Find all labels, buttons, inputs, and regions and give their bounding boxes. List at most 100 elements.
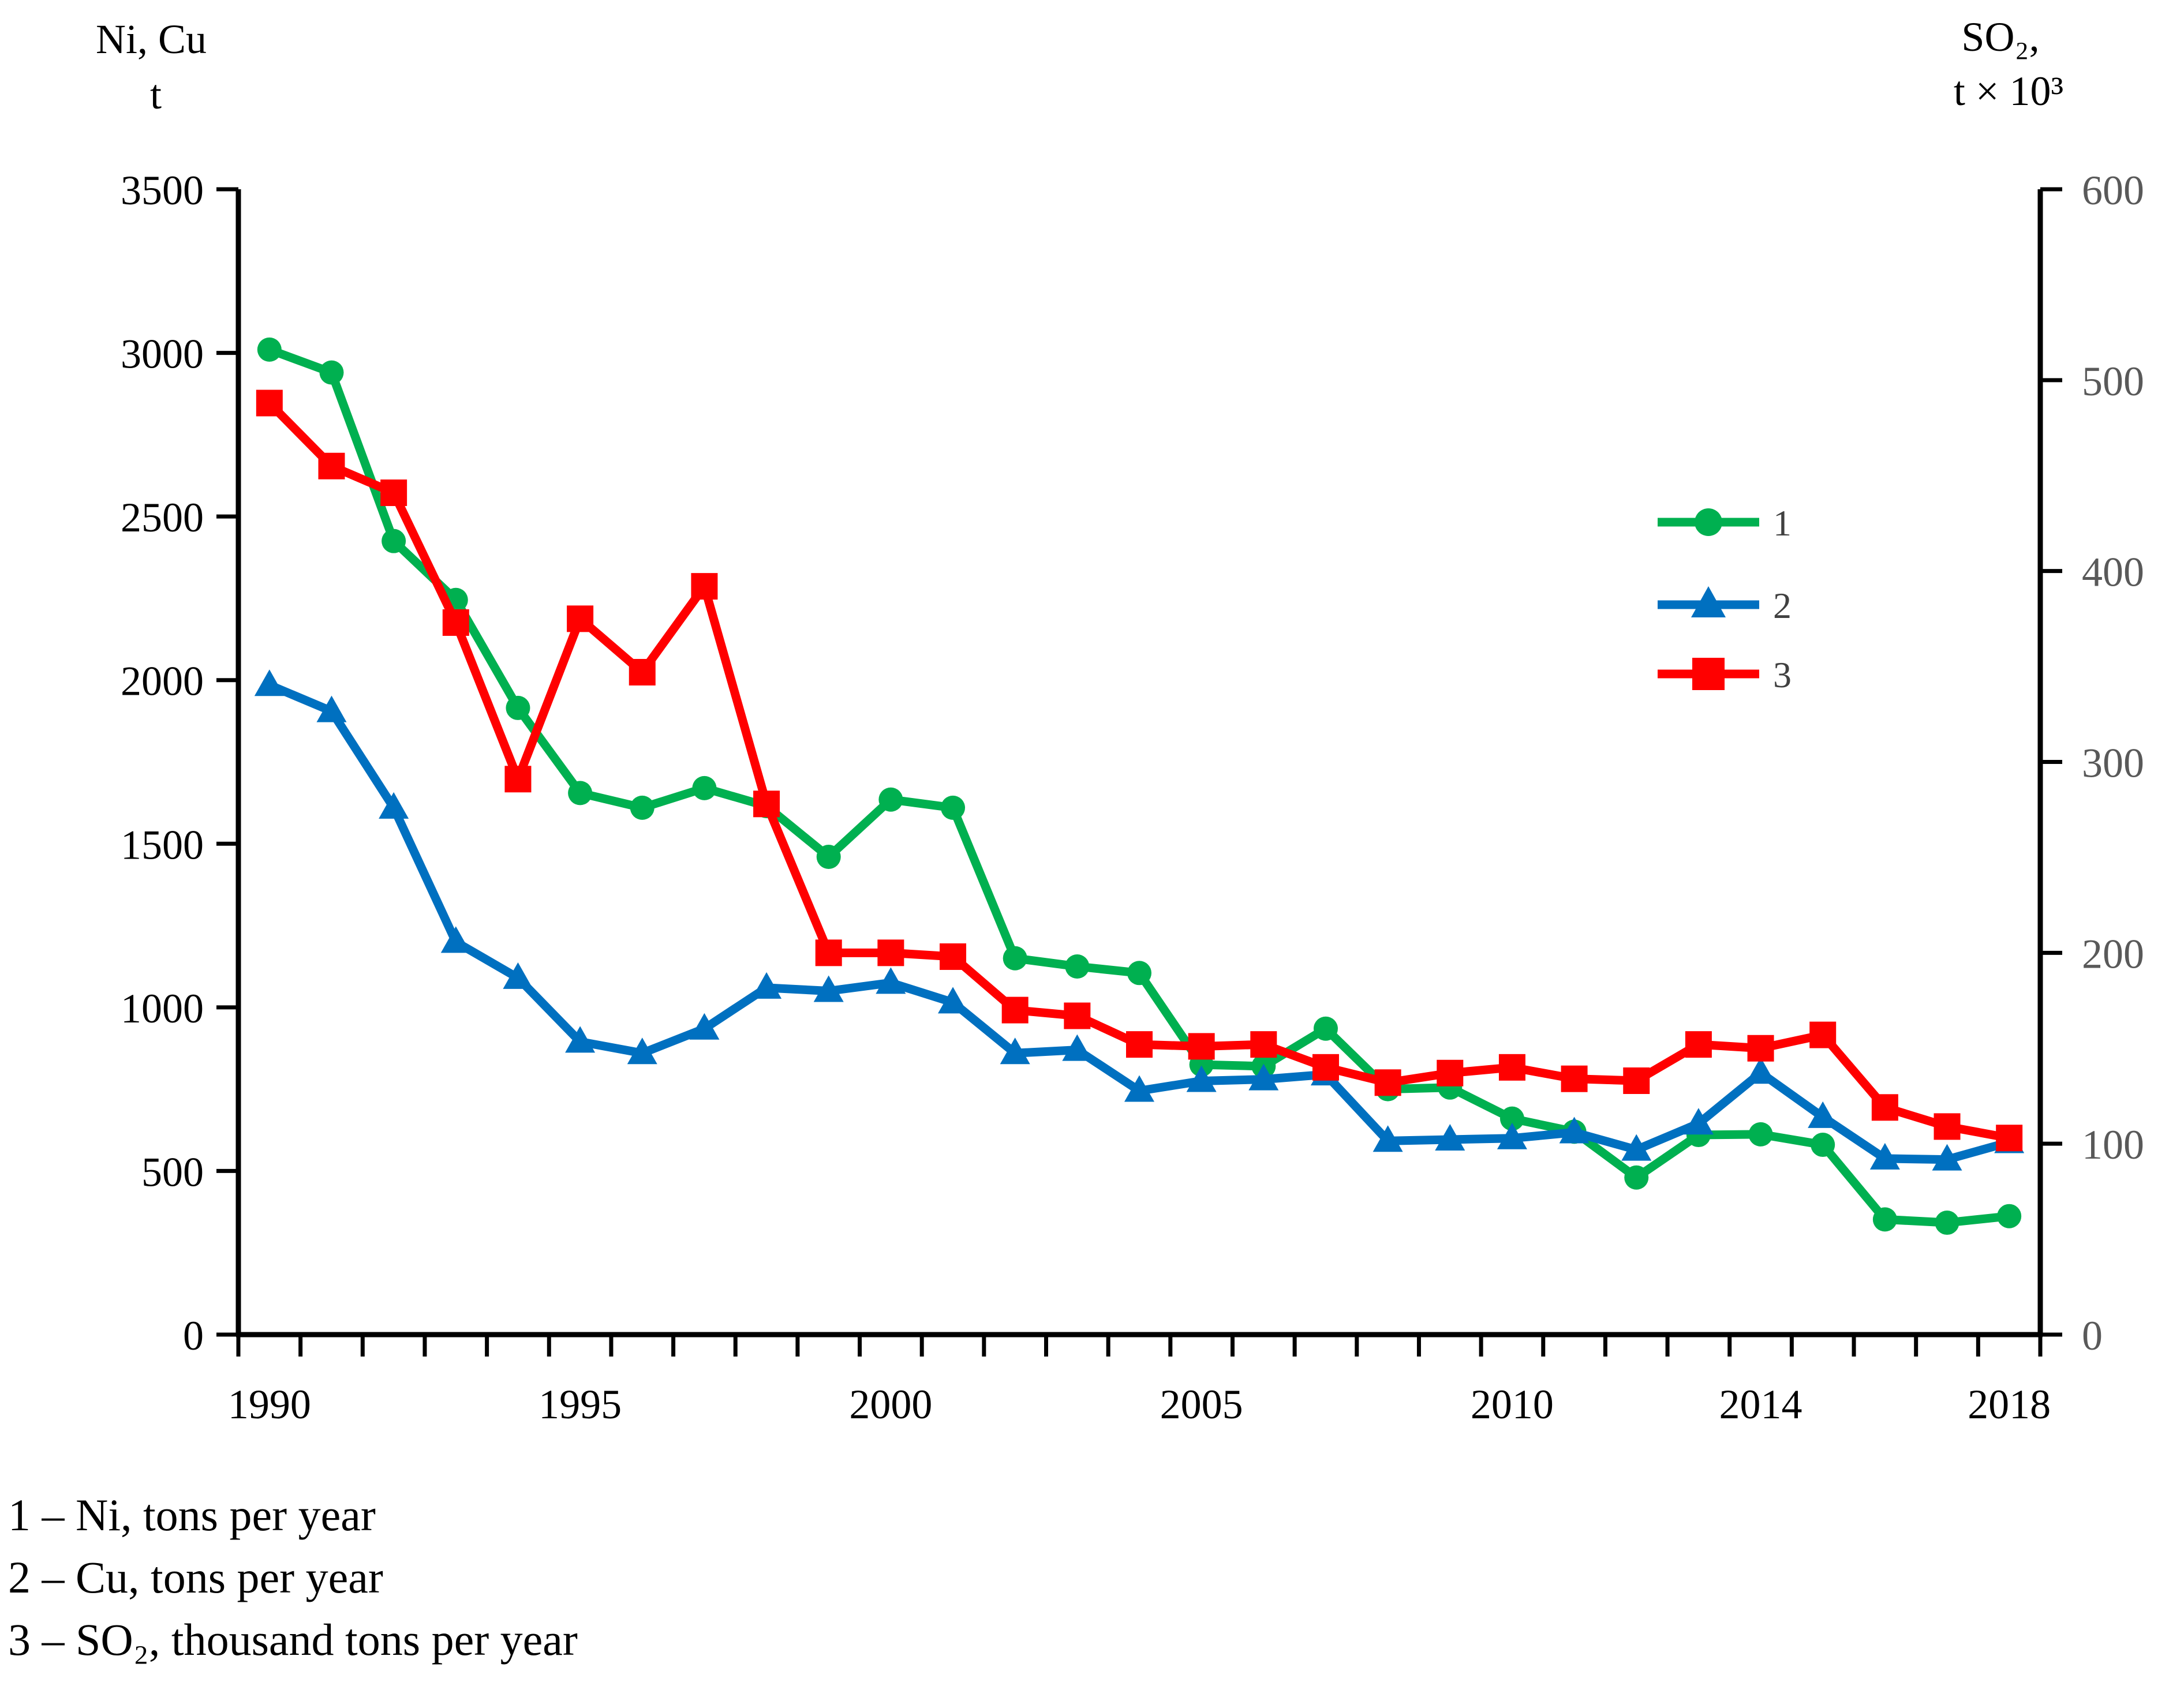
data-point [1872, 1207, 1897, 1232]
data-point [1498, 1054, 1525, 1081]
data-point [256, 389, 283, 417]
data-point [1127, 961, 1151, 986]
data-point [1624, 1165, 1649, 1190]
data-point [1747, 1035, 1774, 1062]
data-point [254, 669, 285, 696]
data-point [1809, 1021, 1837, 1048]
data-point [751, 972, 782, 999]
data-point [1499, 1106, 1524, 1131]
caption-line-3: 3 – SO₂, thousand tons per year [8, 1614, 578, 1665]
legend-label-3: 3 [1773, 654, 1792, 695]
data-point [1561, 1065, 1588, 1092]
right-axis-title-line2: t × 10³ [1954, 68, 2063, 114]
caption-line-2: 2 – Cu, tons per year [8, 1552, 383, 1602]
data-point [689, 1013, 720, 1040]
data-point [319, 360, 344, 385]
data-point [1997, 1204, 2022, 1228]
data-point [440, 926, 471, 953]
data-point [938, 987, 968, 1014]
data-point [442, 609, 469, 636]
data-point [567, 605, 594, 632]
data-point [1685, 1031, 1712, 1058]
data-point [1435, 1123, 1465, 1151]
x-axis-tick-label: 2010 [1471, 1381, 1554, 1428]
data-point [1001, 996, 1029, 1024]
data-point [876, 967, 906, 994]
data-point [1683, 1108, 1714, 1135]
data-point [1313, 1016, 1338, 1041]
data-point [1437, 1059, 1464, 1086]
data-point [1871, 1094, 1898, 1121]
series-3 [256, 389, 2023, 1152]
x-axis-tick-label: 2000 [849, 1381, 932, 1428]
left-axis-title-line1: Ni, Cu [96, 16, 207, 62]
right-axis-tick-label: 500 [2082, 358, 2144, 404]
data-point [565, 1026, 596, 1053]
data-point [1934, 1113, 1961, 1140]
data-point [568, 781, 593, 805]
data-point [503, 962, 533, 989]
data-point [379, 792, 409, 819]
data-point [692, 775, 717, 800]
legend: 1 2 3 [1658, 503, 1792, 695]
data-point [816, 844, 841, 869]
data-point [1932, 1144, 1962, 1171]
data-point [257, 337, 282, 362]
legend-square-marker-icon [1692, 658, 1725, 690]
data-point [1497, 1122, 1527, 1149]
data-point [1373, 1125, 1403, 1152]
data-point [1312, 1054, 1339, 1081]
caption-line-1: 1 – Ni, tons per year [8, 1490, 376, 1540]
data-series [254, 337, 2025, 1235]
left-axis-tick-label: 3500 [121, 167, 204, 213]
legend-item-1: 1 [1658, 503, 1792, 544]
legend-label-2: 2 [1773, 585, 1792, 626]
x-axis-tick-label: 2014 [1719, 1381, 1802, 1428]
data-point [1996, 1125, 2023, 1152]
data-point [1623, 1067, 1650, 1094]
data-point [1062, 1034, 1093, 1061]
data-point [1559, 1116, 1590, 1144]
data-point [877, 939, 904, 966]
data-point [382, 529, 406, 553]
data-point [1250, 1031, 1277, 1058]
legend-item-3: 3 [1658, 654, 1792, 695]
data-point [815, 939, 842, 966]
data-point [1186, 1065, 1217, 1092]
right-axis-title-line1: SO₂, [1961, 14, 2039, 60]
left-axis-tick-label: 0 [183, 1313, 204, 1359]
data-point [1124, 1075, 1154, 1102]
x-axis-tick-label: 2018 [1968, 1381, 2051, 1428]
data-point [506, 695, 530, 720]
data-point [1000, 1037, 1030, 1065]
series-2 [254, 669, 2025, 1171]
data-point [630, 795, 655, 820]
right-axis-tick-label: 600 [2082, 167, 2144, 213]
data-point [1126, 1031, 1153, 1058]
data-point [1745, 1057, 1776, 1084]
right-axis-tick-label: 200 [2082, 931, 2144, 977]
x-axis-tick-label: 1990 [228, 1381, 311, 1428]
data-point [1621, 1134, 1652, 1161]
data-point [940, 943, 967, 970]
data-point [1935, 1211, 1959, 1235]
data-point [504, 766, 532, 793]
left-axis-tick-label: 2000 [121, 658, 204, 705]
left-axis-tick-label: 1500 [121, 822, 204, 868]
data-point [691, 573, 718, 600]
data-point [1248, 1063, 1279, 1091]
data-point [629, 659, 656, 686]
data-point [1374, 1069, 1401, 1096]
left-axis-tick-label: 3000 [121, 331, 204, 377]
data-point [1188, 1033, 1215, 1060]
data-point [1869, 1142, 1900, 1170]
data-point [753, 790, 780, 818]
data-point [1808, 1101, 1838, 1128]
axes: 0500100015002000250030003500010020030040… [121, 167, 2144, 1428]
data-point [878, 787, 903, 812]
data-point [1811, 1133, 1835, 1157]
legend-item-2: 2 [1658, 585, 1792, 626]
right-axis-tick-label: 300 [2082, 740, 2144, 786]
